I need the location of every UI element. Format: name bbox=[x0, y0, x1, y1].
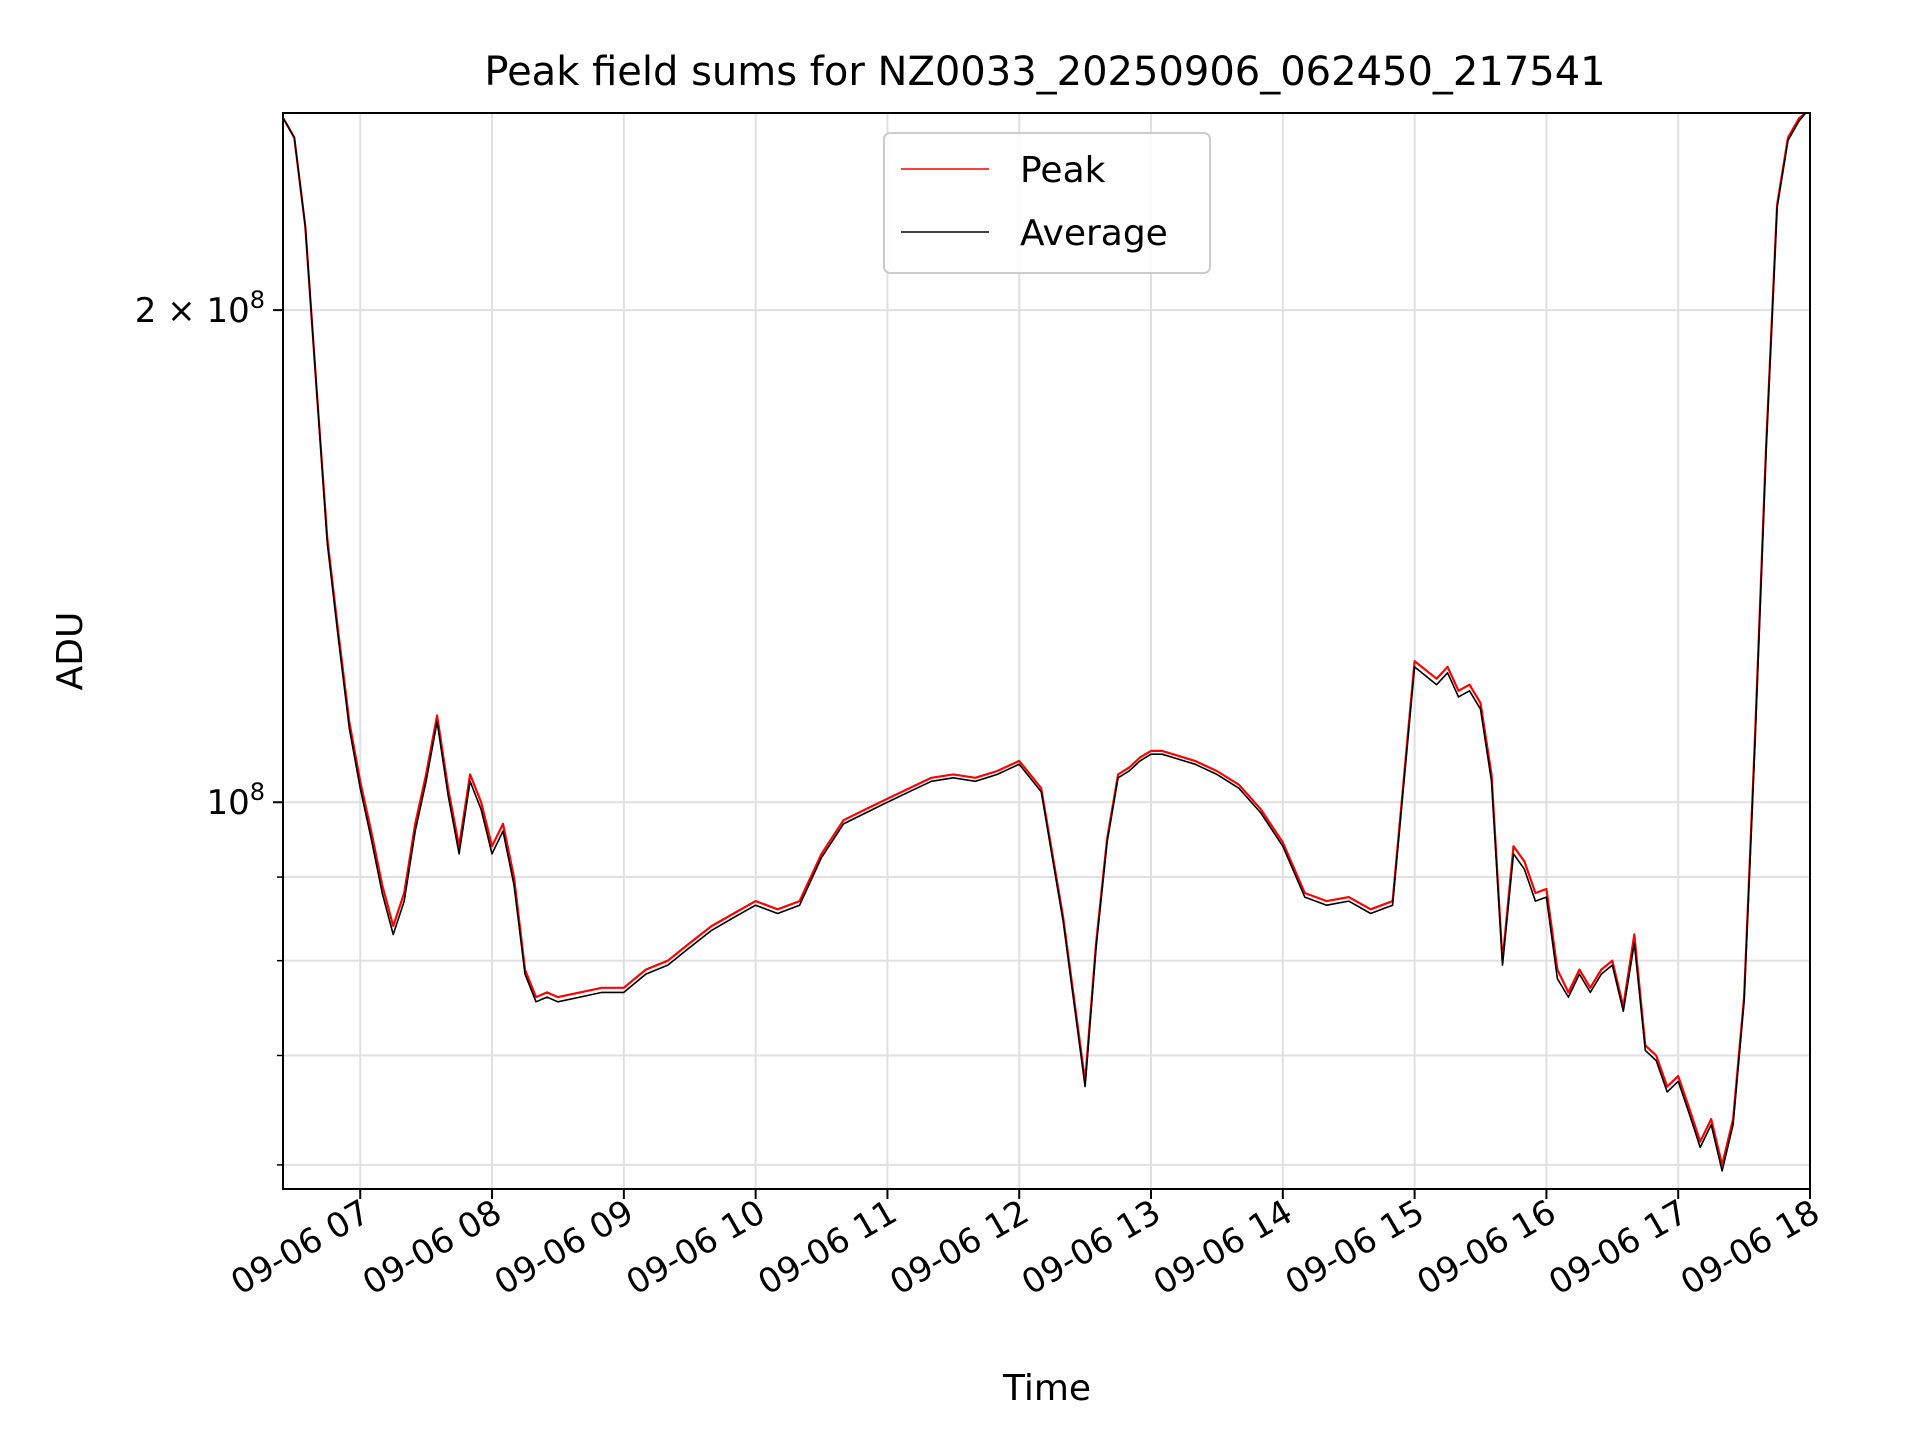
legend-peak-label: Peak bbox=[1020, 150, 1106, 191]
x-tick-label: 09-06 08 bbox=[356, 1192, 508, 1303]
x-axis-label: Time bbox=[1002, 1368, 1091, 1409]
x-tick-label: 09-06 18 bbox=[1674, 1192, 1826, 1303]
x-tick-label: 09-06 14 bbox=[1147, 1192, 1299, 1303]
legend-box bbox=[883, 132, 1211, 274]
plot-area bbox=[282, 112, 1807, 1172]
y-tick-label-2e8: 2 × 108 bbox=[135, 286, 265, 331]
axes-frame bbox=[282, 112, 1811, 1190]
x-tick-label: 09-06 11 bbox=[752, 1192, 904, 1303]
series-line-average bbox=[282, 112, 1807, 1172]
x-tick-label: 09-06 12 bbox=[883, 1192, 1035, 1303]
x-tick-label: 09-06 07 bbox=[224, 1192, 376, 1303]
y-axis-ticks: 108 2 × 108 bbox=[135, 286, 283, 1166]
x-tick-label: 09-06 13 bbox=[1015, 1192, 1167, 1303]
legend-average-label: Average bbox=[1020, 213, 1168, 254]
grid bbox=[283, 113, 1811, 1189]
series-line-peak bbox=[282, 112, 1807, 1167]
x-tick-label: 09-06 16 bbox=[1411, 1192, 1563, 1303]
y-tick-label-1e8: 108 bbox=[206, 778, 265, 823]
y-axis-label: ADU bbox=[50, 612, 91, 691]
x-tick-label: 09-06 10 bbox=[620, 1192, 772, 1303]
legend: Peak Average bbox=[883, 132, 1211, 274]
chart-title: Peak field sums for NZ0033_20250906_0624… bbox=[484, 49, 1605, 95]
x-tick-label: 09-06 17 bbox=[1542, 1192, 1694, 1303]
x-tick-label: 09-06 15 bbox=[1279, 1192, 1431, 1303]
x-tick-label: 09-06 09 bbox=[488, 1192, 640, 1303]
